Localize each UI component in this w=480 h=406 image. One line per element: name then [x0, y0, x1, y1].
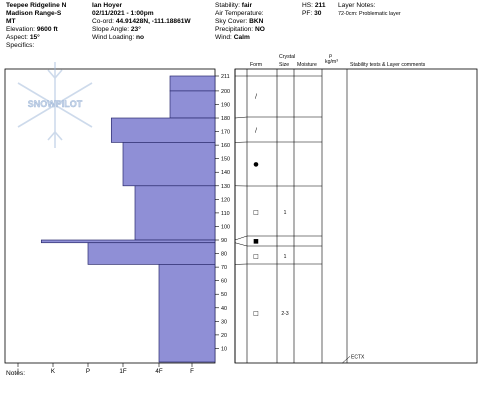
- hardness-bar-4: [134, 185, 216, 241]
- specifics-label: Specifics:: [6, 42, 35, 49]
- stability-header: Stability tests & Layer comments: [350, 62, 426, 68]
- observer: Ian Hoyer: [92, 2, 123, 9]
- hardness-axis: I K P 1F 4F F: [17, 363, 194, 375]
- height-label: 150: [221, 157, 230, 163]
- height-label: 60: [221, 279, 227, 285]
- hardness-label: 4F: [155, 368, 162, 375]
- hs: HS: 211: [302, 2, 326, 9]
- height-label: 10: [221, 346, 227, 352]
- grain-form-symbol: □: [253, 253, 259, 260]
- height-label: 130: [221, 184, 230, 190]
- moisture-header: Moisture: [297, 62, 317, 68]
- hardness-label: I: [17, 368, 19, 375]
- crystal-header: Crystal: [279, 54, 296, 60]
- height-label: 180: [221, 116, 230, 122]
- hardness-bar-7: [158, 264, 216, 363]
- grain-size: 2-3: [281, 311, 288, 317]
- hardness-bar-6: [87, 242, 216, 265]
- grain-form-symbol: /: [255, 127, 258, 134]
- height-label: 140: [221, 170, 230, 176]
- height-label: 160: [221, 143, 230, 149]
- stability-test-label: ECTX: [351, 354, 365, 360]
- state: MT: [6, 18, 16, 25]
- wind-loading: Wind Loading: no: [92, 34, 145, 41]
- grain-form-symbol: □: [253, 209, 259, 216]
- hardness-bar-1: [169, 90, 216, 119]
- hardness-label: 1F: [119, 368, 126, 375]
- height-label: 90: [221, 238, 227, 244]
- table-frame: [234, 68, 478, 364]
- height-label: 70: [221, 265, 227, 271]
- grain-size: 1: [284, 254, 287, 260]
- snowpilot-watermark: SNOWPILOT: [28, 99, 83, 109]
- snowflake-icon: [17, 62, 93, 148]
- layer-symbols: / / ● □ 1 ■ □ 1 □ 2-3 ECTX: [253, 93, 365, 364]
- height-label: 100: [221, 224, 230, 230]
- hardness-bar-5: [40, 239, 216, 244]
- grain-size: 1: [284, 210, 287, 216]
- grain-form-symbol: ■: [253, 238, 259, 245]
- site-name: Teepee Ridgeline N: [6, 2, 67, 9]
- layer-connectors: [234, 75, 248, 265]
- height-label: 20: [221, 333, 227, 339]
- hardness-bars: [40, 75, 216, 363]
- air-temperature: Air Temperature:: [215, 10, 264, 17]
- density-header-symbol: ρ: [329, 53, 332, 59]
- layer-connector: [234, 242, 248, 247]
- aspect: Aspect: 15°: [6, 34, 40, 41]
- hardness-label: F: [190, 368, 194, 375]
- pf: PF: 30: [302, 10, 322, 17]
- range-name: Madison Range-S: [6, 10, 62, 17]
- hardness-label: P: [86, 368, 90, 375]
- layer-connector: [234, 235, 248, 241]
- hardness-bar-2: [110, 117, 216, 143]
- stability-test-leader: [341, 356, 351, 364]
- elevation: Elevation: 9600 ft: [6, 26, 58, 33]
- layer-notes-label: Layer Notes:: [338, 2, 376, 9]
- height-label: 30: [221, 319, 227, 325]
- height-label: 50: [221, 292, 227, 298]
- layer-table-grid: [246, 69, 348, 363]
- layer-connector: [234, 116, 248, 119]
- grain-form-symbol: /: [255, 93, 258, 100]
- height-label: 200: [221, 89, 230, 95]
- sky-cover: Sky Cover: BKN: [215, 18, 264, 25]
- slope-angle: Slope Angle: 23°: [92, 26, 141, 33]
- coordinates: Co-ord: 44.91428N, -111.18861W: [92, 18, 191, 25]
- wind: Wind: Calm: [215, 34, 250, 41]
- grain-form-symbol: ●: [253, 161, 258, 168]
- notes-label: Notes:: [6, 370, 26, 377]
- form-header: Form: [250, 62, 263, 68]
- height-label: 190: [221, 102, 230, 108]
- height-label: 110: [221, 211, 230, 217]
- size-header: Size: [279, 62, 290, 68]
- layer-note-1: 72-0cm: Problematic layer: [338, 11, 401, 17]
- height-label: 80: [221, 252, 227, 258]
- hardness-bar-0: [169, 75, 216, 92]
- hardness-bar-3: [122, 142, 216, 187]
- height-label: 170: [221, 130, 230, 136]
- height-axis: 211 200 190 180 170 160 150 140 130 120 110 100 90 80…: [215, 74, 230, 352]
- height-label: 120: [221, 197, 230, 203]
- hardness-label: K: [51, 368, 56, 375]
- height-label: 211: [221, 74, 230, 80]
- density-header-unit: kg/m³: [325, 59, 338, 65]
- datetime: 02/11/2021 - 1:00pm: [92, 10, 154, 17]
- height-label: 40: [221, 306, 227, 312]
- stability: Stability: fair: [215, 2, 253, 9]
- precipitation: Precipitation: NO: [215, 26, 265, 33]
- grain-form-symbol: □: [253, 310, 259, 317]
